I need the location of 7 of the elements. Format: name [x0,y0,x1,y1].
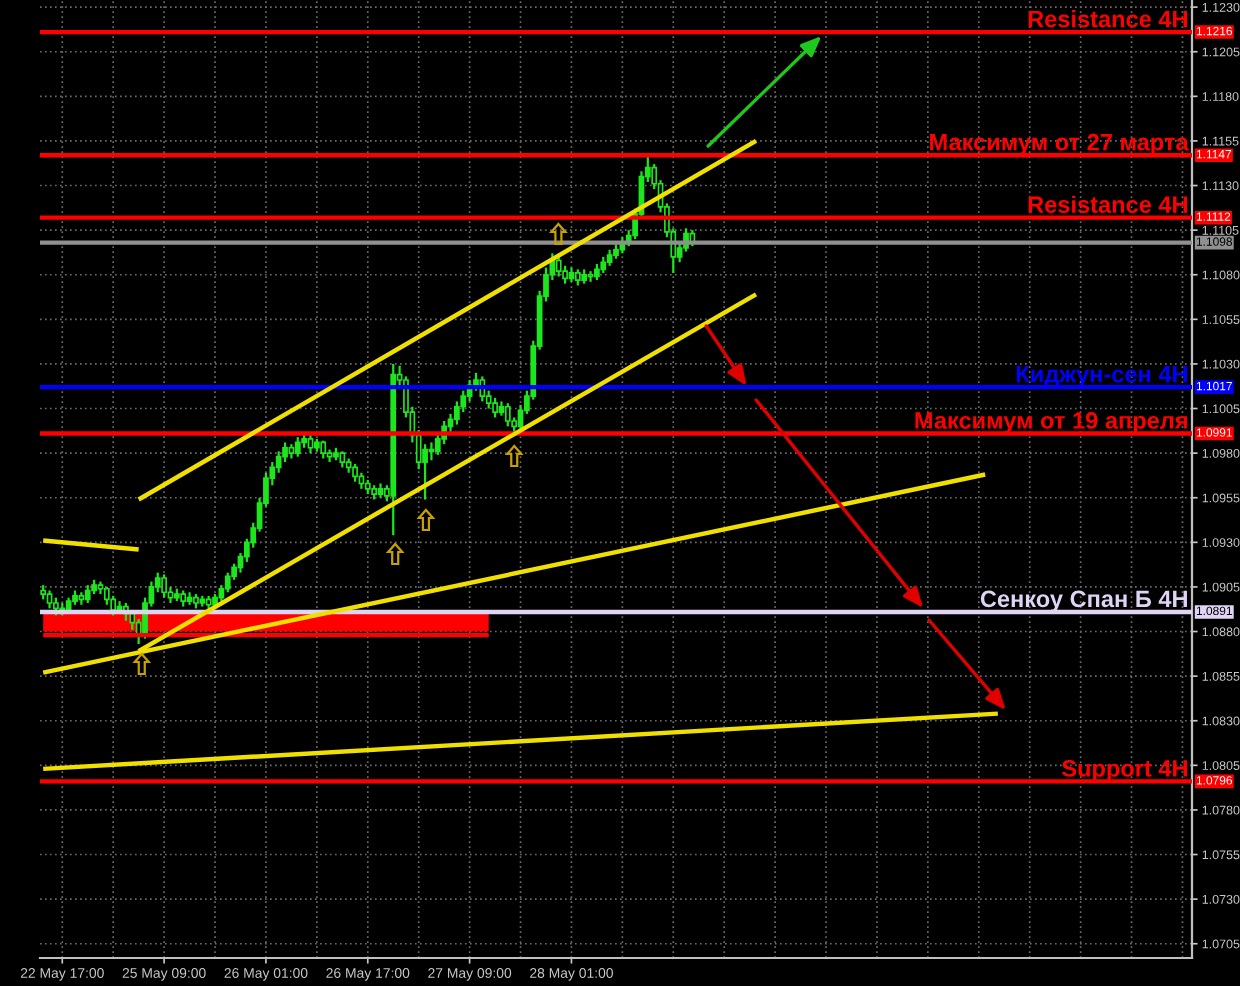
ref-line-label: Resistance 4H [1028,195,1187,213]
ref-line-label: Максимум от 19 апреля [915,412,1187,434]
ref-line-label: Resistance 4H [1028,10,1187,28]
ref-line-label: Киджун-сен 4H [1016,365,1187,388]
ref-line-label: Максимум от 27 марта [930,133,1189,156]
ref-line-label: Support 4H [1062,760,1187,782]
ref-line-label: Сенкоу Спан Б 4H [980,590,1187,612]
